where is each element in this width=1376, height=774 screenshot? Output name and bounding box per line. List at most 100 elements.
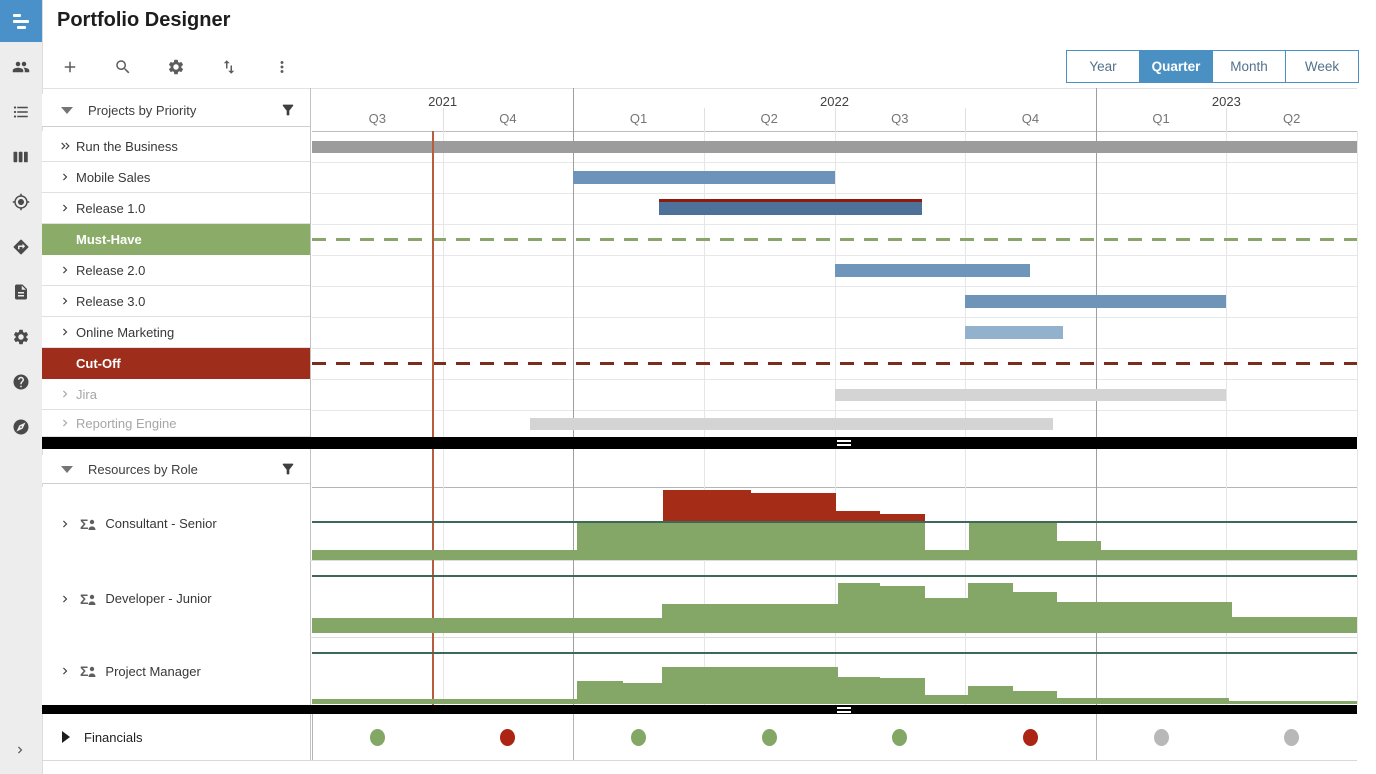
rail-list-icon[interactable] xyxy=(12,103,30,121)
resource-row-developer-junior[interactable]: Σ Developer - Junior xyxy=(42,560,310,637)
view-option-week[interactable]: Week xyxy=(1285,51,1358,82)
filter-icon[interactable] xyxy=(280,102,296,118)
gantt-bar-run-the-business[interactable] xyxy=(312,141,1357,153)
view-option-year[interactable]: Year xyxy=(1089,59,1117,74)
toolbar-sort-icon[interactable] xyxy=(220,58,238,76)
projects-section-header[interactable]: Projects by Priority xyxy=(42,94,310,127)
financial-status-dot-gray[interactable] xyxy=(1153,728,1169,746)
financial-status-dot-green[interactable] xyxy=(631,728,647,746)
histogram-allocation-bar xyxy=(924,598,968,633)
gantt-bar-mobile-sales[interactable] xyxy=(573,171,835,184)
timeline-quarter-label: Q1 xyxy=(1152,111,1170,126)
expand-chevron-icon[interactable] xyxy=(58,201,72,215)
timeline-year-2021: 2021 xyxy=(428,94,458,109)
project-row-reporting-engine[interactable]: Reporting Engine xyxy=(42,410,310,437)
expand-chevron-icon[interactable] xyxy=(58,416,72,430)
financial-status-dot-red[interactable] xyxy=(1022,728,1038,746)
financials-row[interactable]: Financials xyxy=(42,714,310,760)
section-divider-band[interactable] xyxy=(42,705,1357,714)
divider-drag-handle-icon[interactable] xyxy=(837,706,851,715)
toolbar-gear-icon[interactable] xyxy=(167,58,185,76)
toolbar-more-vert-icon[interactable] xyxy=(273,58,291,76)
resource-row-consultant-senior[interactable]: Σ Consultant - Senior xyxy=(42,487,310,560)
gridline-quarter xyxy=(834,131,836,437)
gantt-bar-release-1-0[interactable] xyxy=(659,199,922,215)
rail-signpost-icon[interactable] xyxy=(12,238,30,256)
expand-chevron-icon[interactable] xyxy=(58,592,72,606)
project-label: Cut-Off xyxy=(76,356,121,371)
expand-chevron-icon[interactable] xyxy=(58,170,72,184)
rail-columns-icon[interactable] xyxy=(12,148,30,166)
histogram-allocation-bar xyxy=(312,550,578,560)
quarter-separator xyxy=(442,108,444,131)
timeline-quarter-label: Q2 xyxy=(1283,111,1301,126)
histogram-allocation-bar xyxy=(1228,701,1357,704)
toolbar-search-icon[interactable] xyxy=(114,58,132,76)
financial-status-dot-green[interactable] xyxy=(892,728,908,746)
histogram-allocation-bar xyxy=(924,695,968,704)
resource-row-project-manager[interactable]: Σ Project Manager xyxy=(42,637,310,705)
gantt-bar-release-2-0[interactable] xyxy=(834,264,1031,277)
collapse-arrow-icon[interactable] xyxy=(61,106,73,114)
double-chevron-icon[interactable] xyxy=(58,139,72,153)
gantt-bar-online-marketing[interactable] xyxy=(965,326,1064,339)
sidebar-expand-chevron-icon[interactable] xyxy=(13,743,27,762)
rail-settings-icon[interactable] xyxy=(12,328,30,346)
expand-chevron-icon[interactable] xyxy=(58,664,72,678)
timeline-quarter-label: Q1 xyxy=(629,111,648,126)
expand-chevron-icon[interactable] xyxy=(58,387,72,401)
project-row-mobile-sales[interactable]: Mobile Sales xyxy=(42,162,310,193)
rail-document-icon[interactable] xyxy=(12,283,30,301)
project-row-release-3-0[interactable]: Release 3.0 xyxy=(42,286,310,317)
project-row-jira[interactable]: Jira xyxy=(42,379,310,410)
view-option-quarter[interactable]: Quarter xyxy=(1139,51,1212,82)
filter-icon[interactable] xyxy=(280,461,296,477)
gantt-bar-jira[interactable] xyxy=(834,389,1227,401)
histogram-allocation-bar xyxy=(967,686,1014,704)
project-label: Reporting Engine xyxy=(76,415,177,431)
section-divider-band[interactable] xyxy=(42,437,1357,449)
quarter-separator xyxy=(703,108,705,131)
histogram-allocation-bar xyxy=(1056,602,1232,633)
expand-chevron-icon[interactable] xyxy=(58,263,72,277)
app-logo[interactable] xyxy=(0,0,42,42)
rail-people-icon[interactable] xyxy=(12,58,30,76)
project-row-cut-off[interactable]: Cut-Off xyxy=(42,348,310,379)
project-row-must-have[interactable]: Must-Have xyxy=(42,224,310,255)
toolbar-add-icon[interactable] xyxy=(61,58,79,76)
expand-chevron-icon[interactable] xyxy=(58,325,72,339)
histogram-allocation-bar xyxy=(1056,698,1229,704)
person-icon xyxy=(88,518,96,530)
expand-triangle-icon[interactable] xyxy=(62,731,70,743)
gantt-bar-release-3-0[interactable] xyxy=(965,295,1227,308)
histogram-overload-bar xyxy=(663,490,751,521)
financial-status-dot-green[interactable] xyxy=(369,728,385,746)
capacity-line xyxy=(312,652,1357,654)
rail-help-icon[interactable] xyxy=(12,373,30,391)
timeline-year-2022: 2022 xyxy=(820,94,849,109)
histogram-allocation-bar xyxy=(880,521,925,560)
divider-drag-handle-icon[interactable] xyxy=(837,440,851,448)
rail-compass-icon[interactable] xyxy=(12,418,30,436)
gridline-year xyxy=(573,449,575,705)
resource-label: Project Manager xyxy=(105,663,201,679)
collapse-arrow-icon[interactable] xyxy=(61,465,73,473)
financial-status-dot-red[interactable] xyxy=(500,728,516,746)
financials-bottom-border xyxy=(42,760,1357,761)
financial-status-dot-green[interactable] xyxy=(761,728,777,746)
expand-chevron-icon[interactable] xyxy=(58,294,72,308)
histogram-allocation-bar xyxy=(622,683,663,704)
project-row-online-marketing[interactable]: Online Marketing xyxy=(42,317,310,348)
role-aggregate-icon: Σ xyxy=(80,515,89,532)
financial-status-dot-gray[interactable] xyxy=(1284,728,1300,746)
rail-my-location-icon[interactable] xyxy=(12,193,30,211)
resources-section-header[interactable]: Resources by Role xyxy=(42,455,310,484)
project-row-run-the-business[interactable]: Run the Business xyxy=(42,131,310,162)
gantt-bar-reporting-engine[interactable] xyxy=(530,418,1053,430)
year-separator xyxy=(1095,88,1097,131)
project-row-release-2-0[interactable]: Release 2.0 xyxy=(42,255,310,286)
resource-label: Consultant - Senior xyxy=(105,516,217,531)
project-row-release-1-0[interactable]: Release 1.0 xyxy=(42,193,310,224)
expand-chevron-icon[interactable] xyxy=(58,517,72,531)
view-option-month[interactable]: Month xyxy=(1212,51,1285,82)
